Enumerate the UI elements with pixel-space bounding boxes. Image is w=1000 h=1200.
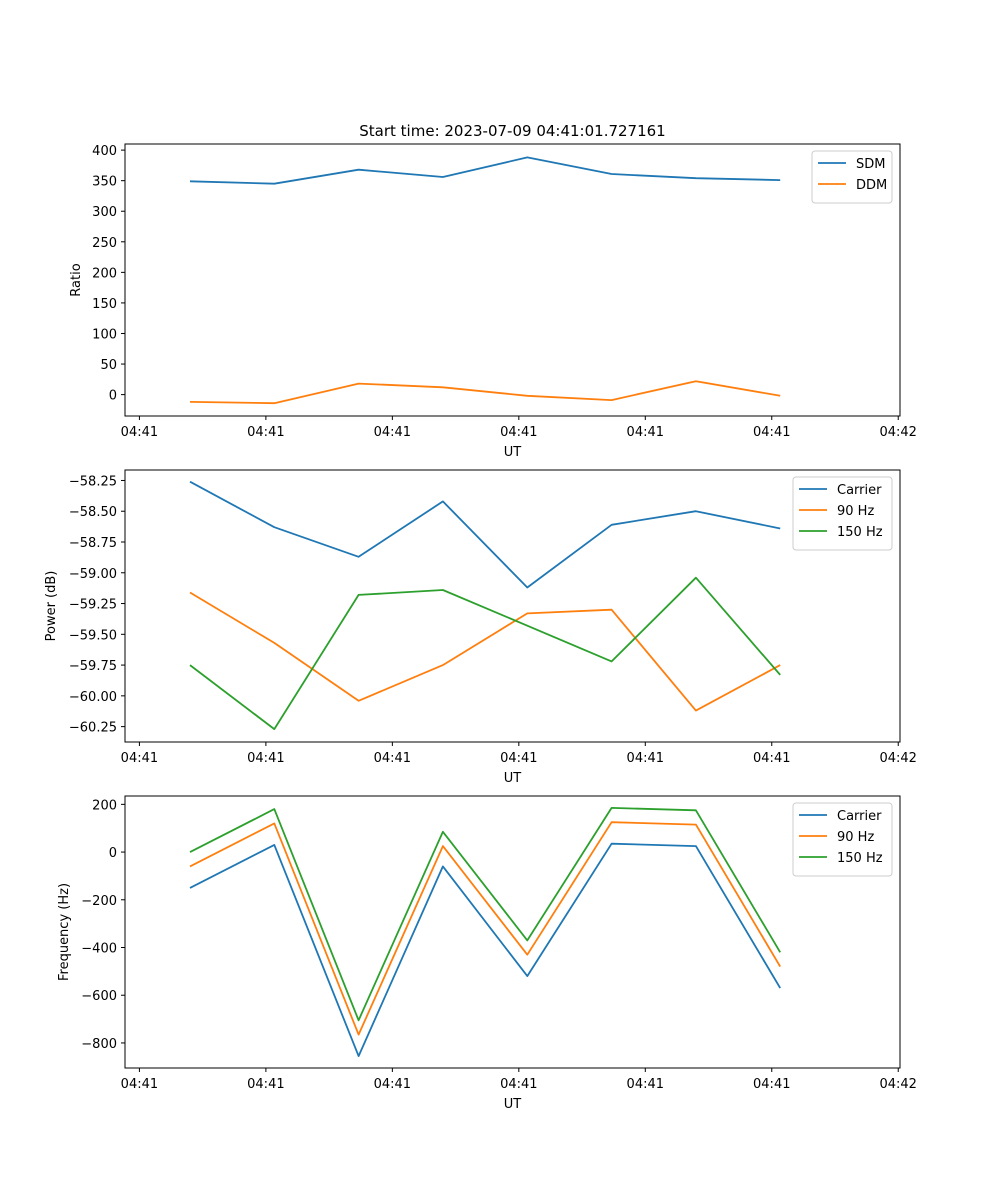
x-tick-label: 04:41: [374, 425, 411, 440]
x-tick-label: 04:41: [500, 751, 537, 766]
x-tick-label: 04:41: [247, 425, 284, 440]
series-line-ddm: [189, 380, 781, 405]
y-tick-label: 100: [92, 327, 117, 342]
series-line-sdm: [189, 156, 781, 185]
x-tick-label: 04:41: [753, 751, 790, 766]
y-axis-label: Power (dB): [44, 571, 59, 642]
plot-area: [124, 143, 901, 417]
series-line-carrier: [189, 480, 781, 589]
plot-area: [124, 469, 901, 743]
x-tick-label: 04:42: [879, 751, 916, 766]
y-tick-label: −59.00: [69, 567, 117, 582]
x-tick-label: 04:42: [879, 425, 916, 440]
legend: SDM DDM: [811, 150, 893, 204]
legend-label: 90 Hz: [837, 830, 874, 845]
legend-box: [811, 150, 893, 204]
y-tick-label: −59.25: [69, 598, 117, 613]
series-line-150-hz: [189, 576, 781, 730]
y-tick-label: −400: [81, 942, 117, 957]
y-tick-label: 0: [109, 389, 117, 404]
y-axis-label: Ratio: [69, 263, 84, 296]
x-tick-label: 04:41: [500, 1077, 537, 1092]
plot-area: [124, 795, 901, 1069]
x-axis-label: UT: [504, 1097, 522, 1112]
y-tick-label: 150: [92, 297, 117, 312]
y-tick-label: −600: [81, 989, 117, 1004]
x-tick-label: 04:41: [121, 751, 158, 766]
y-tick-label: −58.50: [69, 505, 117, 520]
x-tick-label: 04:41: [627, 425, 664, 440]
legend: Carrier 90 Hz 150 Hz: [792, 476, 893, 551]
y-axis-label: Frequency (Hz): [57, 883, 72, 981]
series-line-150-hz: [189, 807, 781, 1022]
series-line-90-hz: [189, 821, 781, 1036]
legend-label: Carrier: [837, 483, 882, 498]
y-tick-label: 250: [92, 236, 117, 251]
y-tick-label: −60.25: [69, 721, 117, 736]
legend-label: 150 Hz: [837, 525, 883, 540]
y-tick-label: 300: [92, 205, 117, 220]
chart-panel-2: 04:41 04:41 04:41 04:41 04:41 04:41 04:42 UT −60…: [44, 469, 917, 786]
y-tick-label: −59.50: [69, 628, 117, 643]
legend-label: SDM: [856, 157, 885, 172]
y-tick-label: 0: [109, 846, 117, 861]
y-tick-label: 200: [92, 798, 117, 813]
y-tick-label: 400: [92, 144, 117, 159]
y-tick-label: −59.75: [69, 659, 117, 674]
series-line-90-hz: [189, 591, 781, 712]
legend-label: 90 Hz: [837, 504, 874, 519]
y-tick-label: −58.75: [69, 536, 117, 551]
chart-panel-1: Start time: 2023-07-09 04:41:01.72716104…: [69, 122, 917, 460]
chart-panel-3: 04:41 04:41 04:41 04:41 04:41 04:41 04:42 UT −80…: [57, 795, 917, 1112]
series-line-carrier: [189, 842, 781, 1057]
y-tick-label: −200: [81, 894, 117, 909]
y-tick-label: 50: [100, 358, 117, 373]
y-tick-label: −58.25: [69, 474, 117, 489]
x-tick-label: 04:41: [374, 751, 411, 766]
legend: Carrier 90 Hz 150 Hz: [792, 802, 893, 877]
x-axis-label: UT: [504, 445, 522, 460]
x-axis-label: UT: [504, 771, 522, 786]
x-tick-label: 04:42: [879, 1077, 916, 1092]
y-tick-label: 200: [92, 266, 117, 281]
x-tick-label: 04:41: [121, 1077, 158, 1092]
chart-title: Start time: 2023-07-09 04:41:01.727161: [359, 122, 665, 140]
legend-label: DDM: [856, 178, 887, 193]
y-tick-label: −60.00: [69, 690, 117, 705]
y-tick-label: −800: [81, 1037, 117, 1052]
legend-label: 150 Hz: [837, 851, 883, 866]
x-tick-label: 04:41: [500, 425, 537, 440]
x-tick-label: 04:41: [627, 1077, 664, 1092]
legend-label: Carrier: [837, 809, 882, 824]
x-tick-label: 04:41: [374, 1077, 411, 1092]
x-tick-label: 04:41: [753, 425, 790, 440]
x-tick-label: 04:41: [753, 1077, 790, 1092]
y-tick-label: 350: [92, 175, 117, 190]
x-tick-label: 04:41: [121, 425, 158, 440]
x-tick-label: 04:41: [247, 1077, 284, 1092]
x-tick-label: 04:41: [247, 751, 284, 766]
x-tick-label: 04:41: [627, 751, 664, 766]
